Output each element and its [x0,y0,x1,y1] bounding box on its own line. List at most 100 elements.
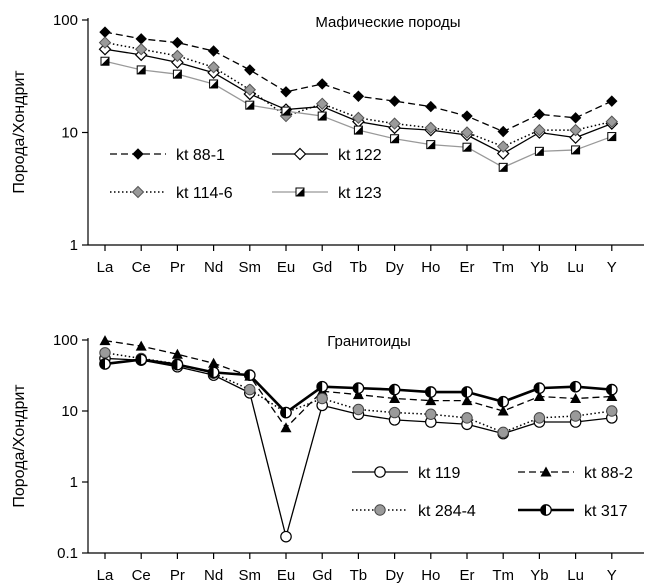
legend-swatch-marker [374,466,386,478]
data-point [607,132,617,142]
x-tick-label-dy: Dy [385,567,404,584]
x-tick-label-ho: Ho [421,259,440,276]
data-point [316,392,328,405]
data-point [99,26,111,38]
data-point [497,405,509,416]
legend-label: kt 123 [338,185,382,202]
data-point [605,115,619,128]
data-point [98,42,112,56]
data-point [209,79,219,89]
series-kt-123 [100,56,617,172]
data-point [99,358,111,370]
y-tick-label: 1 [70,237,78,254]
data-point [569,380,582,393]
bottom-panel-title: Гранитоиды [327,333,411,350]
data-point [461,395,473,406]
data-point [280,422,292,433]
legend-entry: kt 88-2 [518,465,633,482]
legend-swatch-marker [131,185,145,199]
data-point [461,412,473,424]
x-tick-label-ce: Ce [132,259,151,276]
data-point [207,61,220,74]
legend-swatch-marker [293,147,307,161]
data-point [569,123,582,137]
legend-label: kt 317 [584,503,628,520]
bottom-series-layer [99,335,618,543]
series-kt-317 [99,353,618,419]
data-point [171,348,183,359]
data-point [388,117,401,130]
x-tick-label-pr: Pr [170,259,185,276]
data-point [316,78,328,90]
data-point [533,108,546,121]
data-point [99,335,111,346]
data-point [569,410,582,422]
data-point [425,408,437,420]
data-point [388,95,401,107]
x-tick-label-ho: Ho [421,567,440,584]
data-point [534,146,544,156]
x-tick-label-tm: Tm [492,259,514,276]
x-tick-label-yb: Yb [530,567,548,584]
data-point [135,340,147,351]
x-tick-label-sm: Sm [239,259,262,276]
data-point [533,412,546,424]
data-point [390,134,400,144]
legend-label: kt 122 [338,147,382,164]
legend-entry: kt 317 [518,503,628,520]
data-point [208,357,220,368]
legend-label: kt 114-6 [176,185,233,202]
data-point [352,111,365,125]
legend-swatch-marker [132,148,144,160]
bottom-legend: kt 119 kt 88-2 kt 284-4 kt 317 [352,465,633,520]
data-point [280,86,292,98]
data-point [425,100,437,113]
data-point [280,530,292,543]
legend-entry: kt 123 [272,185,382,202]
data-point [606,391,618,402]
data-point [135,33,147,45]
data-point [352,382,365,394]
data-point [171,358,184,371]
legend-swatch-marker [295,187,305,197]
data-point [389,392,401,403]
legend-label: kt 284-4 [418,503,476,520]
data-point [606,405,618,417]
data-point [171,49,184,63]
series-kt-88-1 [99,26,618,138]
data-point [605,383,618,396]
x-tick-label-er: Er [460,259,475,276]
legend-entry: kt 88-1 [110,147,225,164]
legend-entry: kt 119 [352,465,461,482]
data-point [462,142,472,152]
bottom-panel-granitoids: Гранитоиды Порода/Хондрит 0.1 1 10 100 La Ce P… [11,332,644,584]
data-point [497,426,509,439]
data-point [352,403,365,416]
data-point [606,95,618,107]
x-tick-label-nd: Nd [204,567,223,584]
data-point [498,162,508,172]
data-point [425,395,437,406]
x-tick-label-eu: Eu [277,567,295,584]
data-point [497,395,510,408]
y-tick-label: 100 [53,12,78,29]
data-point [388,406,401,419]
data-point [569,112,582,124]
top-y-axis-label: Порода/Хондрит [11,70,28,194]
data-point [571,145,581,155]
x-tick-label-sm: Sm [239,567,262,584]
y-tick-label: 10 [61,125,78,142]
y-tick-label: 100 [53,332,78,349]
legend-swatch-marker [540,504,552,516]
data-point [496,147,510,160]
data-point [281,106,291,116]
data-point [352,90,365,102]
legend-entry: kt 114-6 [110,185,233,202]
data-point [207,366,220,379]
data-point [460,126,474,139]
x-tick-label-yb: Yb [530,259,548,276]
x-tick-label-y: Y [607,259,617,276]
series-kt-114-6 [98,36,619,153]
legend-swatch-marker [540,466,552,477]
